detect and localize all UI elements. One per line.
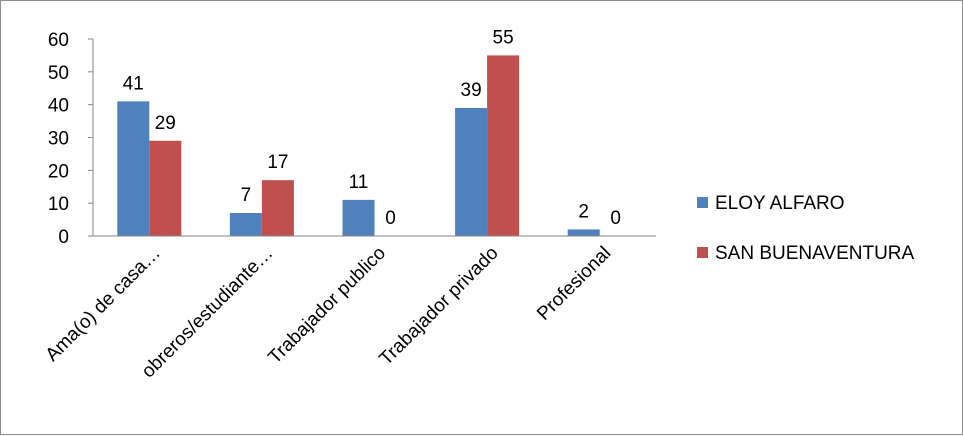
y-axis: 0 10 20 30 40 50 60 xyxy=(48,30,94,248)
data-label: 0 xyxy=(385,208,396,229)
y-tick-label: 40 xyxy=(48,96,69,117)
bar-san-buenaventura xyxy=(261,180,294,236)
x-category-label: Profesional xyxy=(533,243,615,325)
bar-eloy-alfaro xyxy=(117,101,150,236)
data-label: 55 xyxy=(493,27,514,48)
bar-eloy-alfaro xyxy=(342,199,375,236)
y-tick-label: 10 xyxy=(48,194,69,215)
y-tick-label: 20 xyxy=(48,161,69,182)
bar-eloy-alfaro xyxy=(567,229,600,236)
legend-label: ELOY ALFARO xyxy=(715,193,845,214)
y-tick-label: 0 xyxy=(58,227,69,248)
bars xyxy=(117,55,600,236)
bar-san-buenaventura xyxy=(149,140,182,236)
legend-swatch xyxy=(697,247,708,258)
legend: ELOY ALFARO SAN BUENAVENTURA xyxy=(697,193,915,264)
x-category-label: Trabajador publico xyxy=(264,243,390,369)
bar-san-buenaventura xyxy=(487,55,520,236)
legend-swatch xyxy=(697,197,708,208)
y-tick-label: 30 xyxy=(48,129,69,150)
bar-eloy-alfaro xyxy=(229,213,262,236)
data-label: 11 xyxy=(349,172,369,193)
data-label: 41 xyxy=(123,73,144,94)
data-label: 17 xyxy=(267,152,288,173)
bar-eloy-alfaro xyxy=(455,107,488,236)
x-category-label: Trabajador privado xyxy=(376,243,503,370)
data-label: 7 xyxy=(241,185,252,206)
y-tick-label: 60 xyxy=(48,30,69,51)
data-label: 0 xyxy=(610,208,621,229)
data-label: 29 xyxy=(155,113,176,134)
y-tick-label: 50 xyxy=(48,63,69,84)
x-category-label: Ama(o) de casa… xyxy=(42,243,165,366)
x-category-label: obreros/estudiante… xyxy=(138,243,278,383)
legend-label: SAN BUENAVENTURA xyxy=(715,243,915,264)
data-label: 2 xyxy=(578,201,589,222)
x-axis: Ama(o) de casa…obreros/estudiante…Trabaj… xyxy=(42,235,656,383)
data-label: 39 xyxy=(461,80,482,101)
